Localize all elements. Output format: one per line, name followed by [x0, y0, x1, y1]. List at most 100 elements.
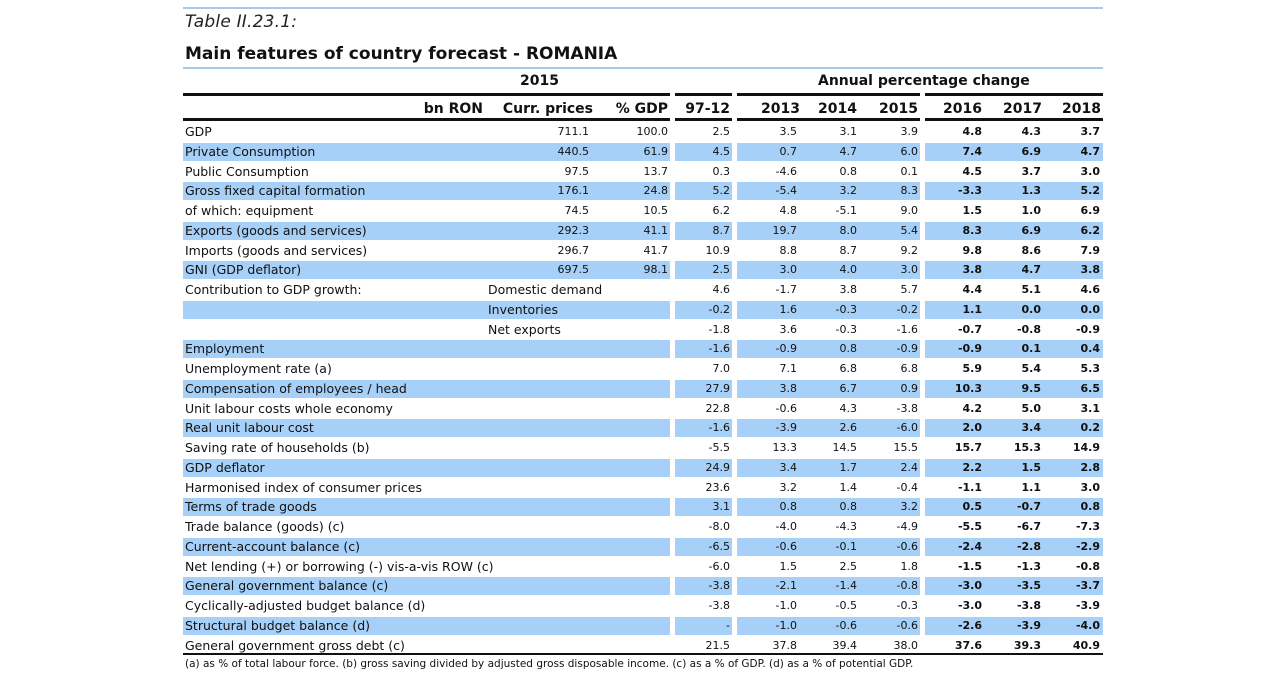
cell-value: 3.4: [1021, 421, 1042, 435]
col-header-2016: 2016: [943, 101, 982, 117]
cell-value: 0.3: [712, 164, 731, 178]
table-row: Imports (goods and services) 296.7 41.7 10.…: [183, 241, 1103, 261]
cell-value: 9.5: [1021, 381, 1042, 395]
header-rule: [675, 118, 732, 121]
col-header-2014: 2014: [818, 101, 857, 117]
table-row: of which: equipment 74.5 10.5 6.2 4.8 -5.1 9.0…: [183, 201, 1103, 221]
cell-value: -0.3: [835, 302, 857, 316]
cell-value: -: [726, 618, 730, 632]
cell-value: 0.7: [779, 144, 798, 158]
cell-value: 24.9: [705, 460, 731, 474]
cell-value: -3.0: [957, 579, 982, 593]
cell-value: 7.0: [712, 362, 731, 375]
row-label: GDP: [185, 124, 212, 139]
cell-value: 3.0: [779, 263, 798, 277]
cell-value: -6.0: [896, 421, 918, 435]
cell-value: -6.0: [708, 559, 730, 573]
cell-value: -3.9: [1075, 599, 1100, 612]
row-label: General government balance (c): [185, 578, 389, 594]
row-band: [675, 616, 732, 635]
cell-value: 23.6: [705, 480, 731, 494]
cell-value: -0.6: [896, 618, 918, 632]
title-divider: [183, 67, 1103, 69]
cell-curr-prices: 711.1: [557, 125, 590, 138]
cell-value: -3.5: [1016, 579, 1041, 593]
cell-value: 0.0: [1080, 302, 1101, 316]
row-band: [737, 261, 920, 280]
cell-value: 8.3: [962, 223, 983, 237]
cell-value: -2.8: [1016, 539, 1041, 553]
cell-value: 5.4: [900, 223, 919, 237]
table-row: General government balance (c) -3.8 -2.1 -1…: [183, 576, 1103, 596]
cell-value: 5.9: [962, 362, 983, 375]
cell-value: 4.8: [962, 125, 983, 138]
cell-value: 7.1: [779, 362, 798, 375]
bottom-rule: [183, 653, 1103, 655]
table-row: Saving rate of households (b) -5.5 13.3 14.…: [183, 438, 1103, 458]
cell-value: 6.5: [1080, 381, 1101, 395]
cell-pct-gdp: 41.1: [643, 223, 669, 237]
cell-value: 3.0: [1080, 164, 1101, 178]
row-band: [675, 142, 732, 161]
row-band: [925, 221, 1103, 240]
row-label: Private Consumption: [185, 143, 316, 159]
cell-value: 4.5: [962, 164, 983, 178]
row-sublabel: Domestic demand: [488, 282, 603, 297]
header-rule: [183, 93, 670, 96]
row-band: [925, 261, 1103, 280]
cell-curr-prices: 440.5: [557, 144, 590, 158]
cell-curr-prices: 292.3: [557, 223, 590, 237]
cell-value: -5.5: [708, 441, 730, 454]
row-band: [737, 182, 920, 201]
cell-value: 8.3: [900, 184, 919, 198]
cell-value: 10.9: [705, 243, 731, 257]
row-band: [737, 458, 920, 477]
cell-value: 4.7: [1080, 144, 1101, 158]
table-row: Unit labour costs whole economy 22.8 -0.6 4…: [183, 399, 1103, 419]
row-band: [675, 419, 732, 438]
row-label: Compensation of employees / head: [185, 380, 407, 396]
table-row: Harmonised index of consumer prices 23.6 3…: [183, 478, 1103, 498]
row-band: [737, 577, 920, 596]
cell-value: 39.3: [1013, 638, 1041, 652]
group-header-2015: 2015: [520, 73, 559, 89]
table-row: Trade balance (goods) (c) -8.0 -4.0 -4.3 -4.…: [183, 517, 1103, 537]
cell-value: 3.8: [1080, 263, 1101, 277]
cell-value: -0.2: [708, 302, 730, 316]
row-label: Public Consumption: [185, 163, 309, 179]
cell-value: 0.8: [839, 164, 858, 178]
cell-value: 6.9: [1080, 204, 1101, 217]
cell-value: 4.3: [839, 401, 858, 415]
cell-value: 4.7: [1021, 263, 1042, 277]
cell-value: 0.0: [1021, 302, 1042, 316]
row-band: [737, 379, 920, 398]
cell-value: 7.9: [1080, 243, 1101, 257]
cell-pct-gdp: 24.8: [643, 184, 669, 198]
cell-value: 14.5: [832, 441, 858, 454]
row-band: [737, 340, 920, 359]
col-header-curr-prices: Curr. prices: [502, 101, 593, 117]
cell-value: -3.7: [1075, 579, 1100, 593]
cell-value: -5.4: [775, 184, 797, 198]
cell-pct-gdp: 41.7: [643, 243, 669, 257]
cell-value: 0.8: [839, 342, 858, 356]
cell-value: 4.5: [712, 144, 731, 158]
table-row: Cyclically-adjusted budget balance (d) -3…: [183, 596, 1103, 616]
cell-value: 4.7: [839, 144, 858, 158]
header-rule: [737, 93, 920, 96]
cell-value: 3.1: [1080, 401, 1101, 415]
cell-value: -6.5: [708, 539, 730, 553]
cell-value: -1.0: [775, 599, 797, 612]
cell-value: -3.9: [775, 421, 797, 435]
table-row: Net lending (+) or borrowing (-) vis-a-v…: [183, 557, 1103, 577]
table-row: Unemployment rate (a) 7.0 7.1 6.8 6.8 5.9 5.4 5…: [183, 359, 1103, 379]
cell-value: 4.3: [1021, 125, 1042, 138]
row-sublabel: Net exports: [488, 321, 561, 337]
cell-value: -0.8: [1016, 322, 1041, 336]
row-band: [183, 577, 670, 596]
row-label: Employment: [185, 341, 265, 357]
row-band: [737, 142, 920, 161]
cell-value: 3.1: [712, 500, 731, 514]
cell-value: -4.3: [835, 520, 857, 533]
row-band: [675, 577, 732, 596]
